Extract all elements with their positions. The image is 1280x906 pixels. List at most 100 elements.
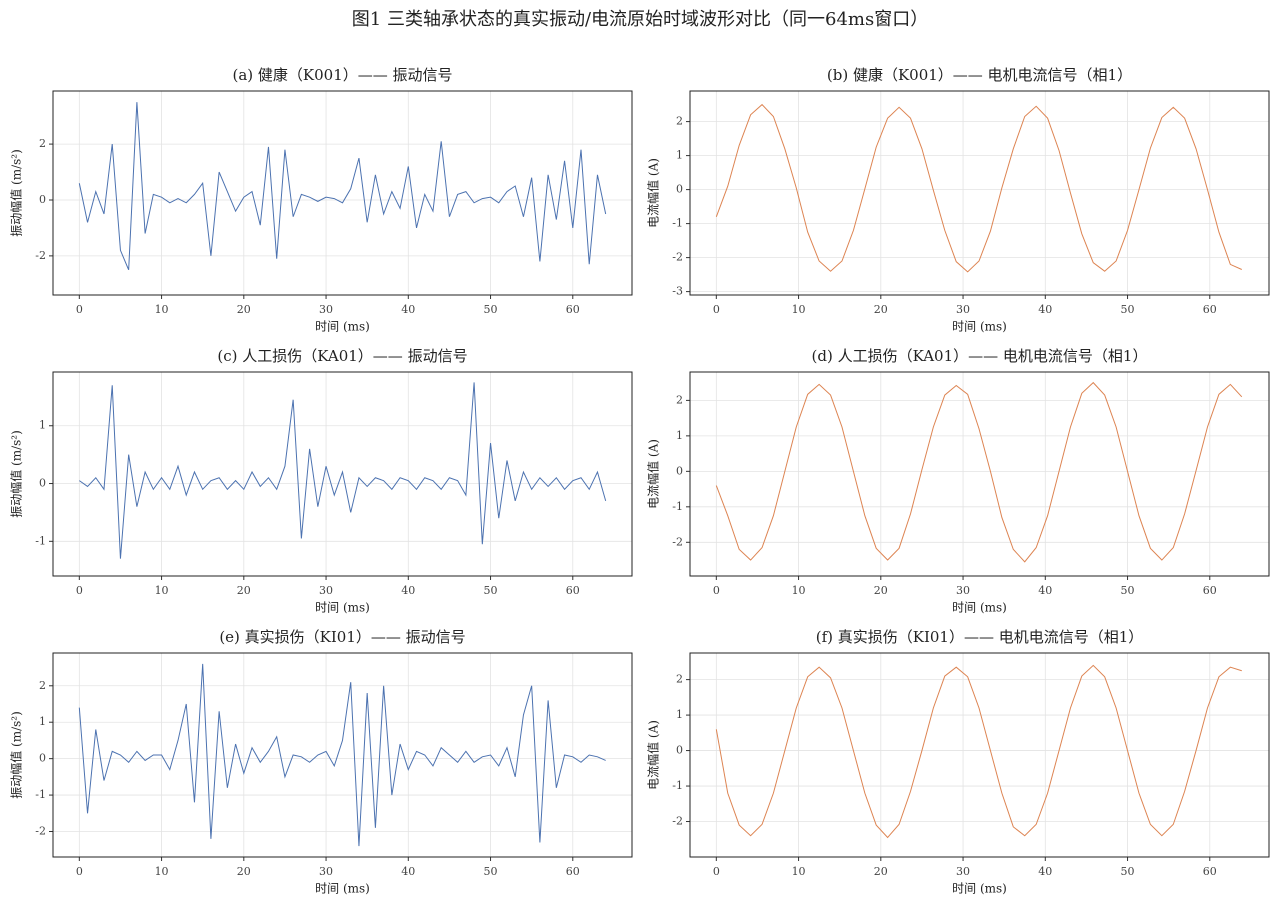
y-tick-label: 1 bbox=[676, 429, 683, 442]
x-tick-label: 60 bbox=[1203, 303, 1217, 316]
x-axis-label: 时间 (ms) bbox=[952, 601, 1007, 615]
waveform-line bbox=[715, 103, 1242, 273]
plot-lines bbox=[715, 103, 1242, 273]
x-tick-label: 10 bbox=[155, 584, 169, 597]
x-tick-label: 30 bbox=[319, 865, 333, 878]
x-tick-label: 50 bbox=[484, 303, 498, 316]
y-tick-label: -2 bbox=[672, 815, 683, 828]
y-axis-label: 振动幅值 (m/s²) bbox=[9, 430, 24, 518]
subplot: 0 10 20 30 40 50 60 -2 -1 0 1 2 (d) 人工损伤（KA01）—— 电机电… bbox=[646, 347, 1270, 615]
waveform-line bbox=[715, 664, 1242, 839]
y-tick-label: 0 bbox=[676, 183, 683, 196]
subplot-title: (c) 人工损伤（KA01）—— 振动信号 bbox=[217, 347, 467, 365]
x-axis-label: 时间 (ms) bbox=[952, 320, 1007, 334]
y-tick-label: 2 bbox=[39, 679, 46, 692]
x-tick-label: 30 bbox=[956, 584, 970, 597]
x-tick-label: 10 bbox=[792, 865, 806, 878]
y-tick-label: -3 bbox=[672, 285, 683, 298]
x-tick-label: 30 bbox=[956, 865, 970, 878]
figure-title: 图1 三类轴承状态的真实振动/电流原始时域波形对比（同一64ms窗口） bbox=[352, 9, 928, 30]
y-tick-label: -1 bbox=[672, 500, 683, 513]
y-tick-label: -2 bbox=[35, 825, 46, 838]
x-tick-label: 40 bbox=[401, 584, 415, 597]
subplot-title: (e) 真实损伤（KI01）—— 振动信号 bbox=[219, 628, 465, 646]
x-tick-label: 60 bbox=[566, 303, 580, 316]
subplot-title: (f) 真实损伤（KI01）—— 电机电流信号（相1） bbox=[816, 628, 1144, 646]
y-tick-label: 2 bbox=[676, 115, 683, 128]
x-tick-label: 10 bbox=[792, 303, 806, 316]
x-tick-label: 30 bbox=[319, 584, 333, 597]
x-tick-label: 10 bbox=[792, 584, 806, 597]
x-tick-label: 20 bbox=[237, 584, 251, 597]
x-tick-label: 60 bbox=[1203, 865, 1217, 878]
y-tick-label: 1 bbox=[39, 419, 46, 432]
x-tick-label: 20 bbox=[874, 584, 888, 597]
x-tick-label: 0 bbox=[713, 865, 720, 878]
y-tick-label: -1 bbox=[672, 217, 683, 230]
y-tick-label: 0 bbox=[676, 744, 683, 757]
x-tick-label: 20 bbox=[874, 303, 888, 316]
axes-frame bbox=[52, 90, 633, 296]
subplot-title: (b) 健康（K001）—— 电机电流信号（相1） bbox=[827, 66, 1132, 84]
axes-frame bbox=[52, 652, 633, 858]
y-tick-label: 0 bbox=[676, 464, 683, 477]
y-tick-label: -2 bbox=[35, 249, 46, 262]
plot-lines bbox=[715, 664, 1242, 839]
subplot: 0 10 20 30 40 50 60 -3 -2 -1 0 1 2 (b) 健康（K001）—— 电机电… bbox=[646, 66, 1270, 334]
y-tick-label: 2 bbox=[39, 137, 46, 150]
axes-frame bbox=[52, 371, 633, 577]
x-tick-label: 40 bbox=[1038, 865, 1052, 878]
x-axis-label: 时间 (ms) bbox=[952, 882, 1007, 896]
y-tick-label: -1 bbox=[35, 788, 46, 801]
plot-lines bbox=[78, 102, 607, 271]
waveform-line bbox=[79, 382, 607, 559]
x-tick-label: 10 bbox=[155, 303, 169, 316]
plot-lines bbox=[715, 381, 1243, 563]
x-tick-label: 40 bbox=[1038, 303, 1052, 316]
x-tick-label: 40 bbox=[401, 865, 415, 878]
y-axis-label: 电流幅值 (A) bbox=[646, 439, 661, 509]
x-axis-label: 时间 (ms) bbox=[315, 882, 370, 896]
subplot: 0 10 20 30 40 50 60 -2 -1 0 1 2 (e) 真实损伤（KI01）—— 振动信… bbox=[9, 628, 633, 896]
axes-frame bbox=[689, 90, 1270, 296]
x-tick-label: 50 bbox=[484, 865, 498, 878]
x-tick-label: 0 bbox=[76, 584, 83, 597]
y-axis-label: 振动幅值 (m/s²) bbox=[9, 711, 24, 799]
y-tick-label: 1 bbox=[676, 149, 683, 162]
y-axis-label: 电流幅值 (A) bbox=[646, 720, 661, 790]
y-axis-label: 振动幅值 (m/s²) bbox=[9, 149, 24, 237]
x-tick-label: 40 bbox=[1038, 584, 1052, 597]
x-tick-label: 20 bbox=[237, 303, 251, 316]
axes-frame bbox=[689, 652, 1270, 858]
y-tick-label: 0 bbox=[39, 752, 46, 765]
subplot: 0 10 20 30 40 50 60 -2 -1 0 1 2 (f) 真实损伤（KI01）—— 电机电… bbox=[646, 628, 1270, 896]
x-tick-label: 60 bbox=[566, 584, 580, 597]
x-tick-label: 40 bbox=[401, 303, 415, 316]
plot-lines bbox=[78, 663, 606, 847]
y-tick-label: 2 bbox=[676, 393, 683, 406]
y-tick-label: -2 bbox=[672, 251, 683, 264]
subplot-title: (d) 人工损伤（KA01）—— 电机电流信号（相1） bbox=[812, 347, 1148, 365]
y-tick-label: -1 bbox=[672, 779, 683, 792]
y-tick-label: 1 bbox=[676, 708, 683, 721]
x-tick-label: 0 bbox=[713, 584, 720, 597]
x-tick-label: 0 bbox=[713, 303, 720, 316]
subplot-title: (a) 健康（K001）—— 振动信号 bbox=[232, 66, 452, 84]
waveform-line bbox=[715, 381, 1243, 563]
y-tick-label: 2 bbox=[676, 673, 683, 686]
x-tick-label: 50 bbox=[1121, 303, 1135, 316]
y-tick-label: 0 bbox=[39, 477, 46, 490]
y-axis-label: 电流幅值 (A) bbox=[646, 158, 661, 228]
x-tick-label: 60 bbox=[1203, 584, 1217, 597]
x-tick-label: 20 bbox=[237, 865, 251, 878]
y-tick-label: -1 bbox=[35, 534, 46, 547]
x-tick-label: 10 bbox=[155, 865, 169, 878]
x-tick-label: 0 bbox=[76, 865, 83, 878]
x-tick-label: 60 bbox=[566, 865, 580, 878]
y-tick-label: -2 bbox=[672, 535, 683, 548]
plot-lines bbox=[79, 382, 607, 559]
y-tick-label: 1 bbox=[39, 715, 46, 728]
x-tick-label: 50 bbox=[484, 584, 498, 597]
